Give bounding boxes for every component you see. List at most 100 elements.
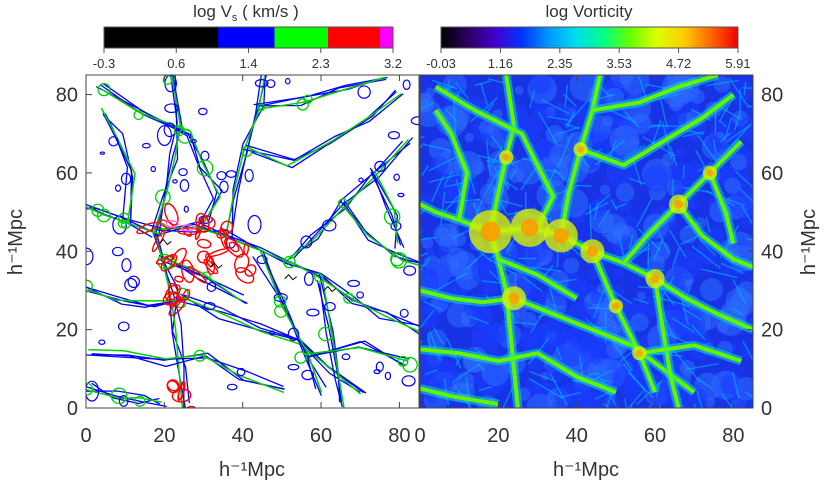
vorticity-sheet xyxy=(555,346,563,361)
vorticity-sheet xyxy=(509,169,517,180)
velocity-contour-loop xyxy=(387,131,401,140)
vorticity-sheet xyxy=(549,287,557,310)
vorticity-sheet xyxy=(691,245,721,269)
velocity-contour-red xyxy=(180,259,195,284)
velocity-contour-green xyxy=(343,206,419,266)
vorticity-sheet xyxy=(468,315,489,325)
velocity-contour-loop xyxy=(341,353,351,361)
vorticity-sheet xyxy=(556,126,580,136)
vorticity-sheet xyxy=(720,131,732,143)
vorticity-node-core xyxy=(650,274,660,284)
vorticity-cell xyxy=(522,325,539,342)
vorticity-sheet xyxy=(734,114,741,131)
vorticity-cell xyxy=(558,338,587,367)
vorticity-sheet xyxy=(428,173,460,183)
velocity-contour-loop xyxy=(236,367,246,377)
left-x-axis-label: h⁻¹Mpc xyxy=(219,459,285,481)
right-y-tick-label: 20 xyxy=(761,320,783,342)
vorticity-sheet xyxy=(705,217,711,234)
vorticity-cell xyxy=(481,358,510,387)
vorticity-cell xyxy=(731,80,753,101)
velocity-contour-loop xyxy=(273,293,288,303)
velocity-contour-loop xyxy=(226,383,238,391)
right-colorbar-tick-label: 3.53 xyxy=(607,56,632,71)
vorticity-sheet xyxy=(701,268,738,279)
vorticity-sheet xyxy=(632,297,649,305)
velocity-contour-loop xyxy=(322,219,337,232)
vorticity-sheet xyxy=(443,170,453,186)
vorticity-sheet xyxy=(424,369,438,376)
velocity-contour-green-loop xyxy=(402,356,418,373)
vorticity-sheet xyxy=(698,238,716,256)
velocity-contour-red xyxy=(167,282,179,306)
vorticity-sheet xyxy=(480,83,488,105)
left-x-tick-label: 60 xyxy=(310,425,332,447)
velocity-contour-blue xyxy=(86,203,162,230)
vorticity-sheet xyxy=(433,272,468,293)
right-y-tick-label: 60 xyxy=(761,163,783,185)
left-colorbar-segment xyxy=(379,27,394,48)
velocity-contour-magenta xyxy=(181,224,195,232)
velocity-contour-red xyxy=(173,275,184,283)
vorticity-node-core xyxy=(612,302,620,310)
vorticity-filament xyxy=(708,172,736,244)
vorticity-cell xyxy=(676,111,687,122)
vorticity-cell xyxy=(630,313,649,332)
vorticity-sheet xyxy=(734,170,753,189)
velocity-contour-blue xyxy=(241,93,404,161)
velocity-contour-loop xyxy=(403,265,417,276)
vorticity-sheet xyxy=(420,256,432,272)
vorticity-filament xyxy=(434,85,556,229)
vorticity-sheet xyxy=(635,379,663,406)
velocity-contour-red xyxy=(196,238,212,249)
vorticity-cell xyxy=(528,75,552,95)
left-colorbar-title: log Vs ( km/s ) xyxy=(193,2,299,24)
vorticity-cell xyxy=(612,365,641,394)
vorticity-cell xyxy=(426,329,447,350)
vorticity-sheet xyxy=(575,184,592,187)
velocity-contour-black xyxy=(209,262,223,269)
right-y-tick-label: 80 xyxy=(761,85,783,107)
vorticity-filament xyxy=(592,75,719,113)
vorticity-cell xyxy=(554,383,584,408)
vorticity-cell xyxy=(615,182,635,202)
vorticity-sheet xyxy=(726,123,753,143)
velocity-contour-red xyxy=(195,212,210,233)
left-y-tick-label: 40 xyxy=(56,241,78,263)
vorticity-sheet xyxy=(592,288,605,319)
velocity-contour-loop xyxy=(178,168,188,177)
vorticity-cell xyxy=(642,165,669,192)
vorticity-filament xyxy=(497,257,578,301)
vorticity-sheet xyxy=(564,84,569,109)
velocity-contour-loop xyxy=(374,160,386,173)
vorticity-sheet xyxy=(609,140,617,158)
velocity-contour-blue xyxy=(96,86,215,227)
right-vorticity-panel xyxy=(420,75,753,408)
velocity-contour-green-loop xyxy=(383,208,401,226)
vorticity-sheet xyxy=(451,363,481,383)
velocity-contour-loop xyxy=(347,279,361,288)
velocity-contour-blue xyxy=(245,89,397,161)
vorticity-sheet xyxy=(589,204,592,243)
velocity-contour-red xyxy=(170,247,187,267)
vorticity-filament xyxy=(434,109,469,221)
velocity-contour-green xyxy=(177,295,362,395)
vorticity-sheet xyxy=(681,307,703,321)
vorticity-sheet xyxy=(629,177,646,185)
left-x-tick-label: 20 xyxy=(153,425,175,447)
velocity-contour-black xyxy=(284,273,298,281)
vorticity-sheet xyxy=(739,188,753,203)
vorticity-sheet xyxy=(744,391,753,398)
vorticity-sheet xyxy=(489,145,503,168)
vorticity-sheet xyxy=(528,377,563,399)
left-colorbar-segment xyxy=(218,27,276,48)
left-colorbar-tick-label: 1.4 xyxy=(239,56,257,71)
velocity-contour-red xyxy=(244,264,257,277)
vorticity-node-core xyxy=(502,153,510,161)
vorticity-sheet xyxy=(720,392,734,408)
velocity-contour-green-loop xyxy=(196,159,214,177)
vorticity-cell xyxy=(690,89,705,104)
right-colorbar-tick-label: 1.16 xyxy=(488,56,513,71)
velocity-contour-red xyxy=(196,250,211,264)
